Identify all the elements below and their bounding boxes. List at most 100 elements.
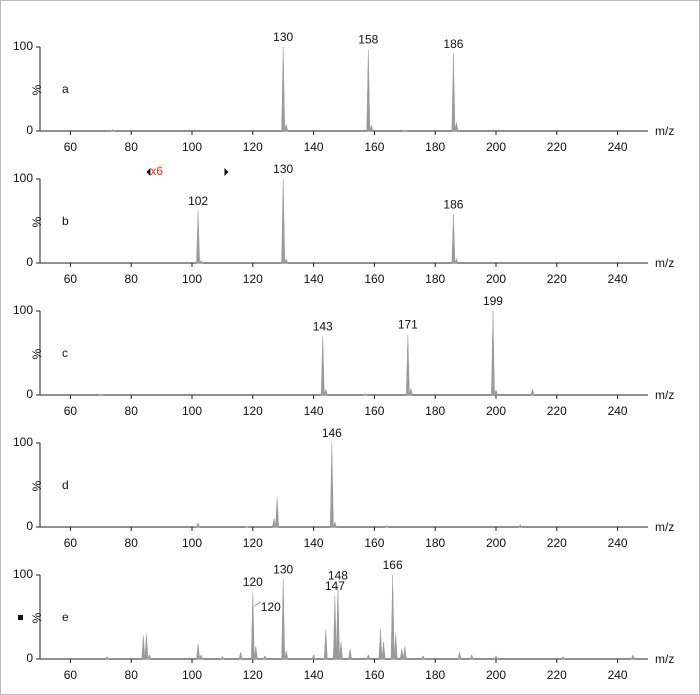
- peak: [451, 214, 456, 264]
- peak: [284, 258, 289, 264]
- x-tick-label: 160: [364, 404, 384, 418]
- peak-label: 130: [273, 162, 293, 176]
- peak: [281, 579, 286, 660]
- x-tick-label: 180: [425, 404, 445, 418]
- peak: [199, 654, 204, 660]
- x-tick-label: 140: [304, 668, 324, 682]
- peak-label: 120: [261, 600, 281, 614]
- x-tick-label: 120: [243, 668, 263, 682]
- x-tick-label: 200: [486, 536, 506, 550]
- peak-label: 166: [383, 558, 403, 572]
- x-tick-label: 80: [125, 668, 139, 682]
- peak: [332, 521, 337, 528]
- x-tick-label: 140: [304, 404, 324, 418]
- peak: [196, 643, 200, 660]
- y-tick-label: 100: [13, 567, 33, 581]
- x-axis-label: m/z: [655, 256, 674, 270]
- x-axis-label: m/z: [655, 124, 674, 138]
- peak: [272, 518, 276, 528]
- y-tick-label: 0: [26, 255, 33, 269]
- peak: [491, 310, 495, 396]
- panel-label: e: [62, 610, 69, 624]
- y-tick-label: 100: [13, 171, 33, 185]
- x-tick-label: 160: [364, 140, 384, 154]
- x-tick-label: 60: [64, 404, 78, 418]
- x-tick-label: 140: [304, 272, 324, 286]
- x-tick-label: 220: [547, 272, 567, 286]
- y-tick-label: 0: [26, 651, 33, 665]
- x-tick-label: 120: [243, 140, 263, 154]
- y-axis-label: %: [30, 348, 44, 359]
- peak: [408, 388, 413, 396]
- peak: [250, 591, 255, 660]
- peak-label: 102: [188, 194, 208, 208]
- peak: [99, 393, 103, 396]
- x-tick-label: 240: [608, 404, 628, 418]
- y-axis-label: %: [30, 216, 44, 227]
- x-tick-label: 100: [182, 140, 202, 154]
- x-tick-label: 220: [547, 536, 567, 550]
- peak: [320, 336, 325, 396]
- x-tick-label: 180: [425, 668, 445, 682]
- y-tick-label: 0: [26, 519, 33, 533]
- peak: [630, 654, 635, 660]
- peak: [378, 629, 383, 660]
- magnify-start: [146, 168, 151, 176]
- peak: [454, 258, 459, 264]
- x-tick-label: 180: [425, 536, 445, 550]
- peak-label: 186: [443, 197, 463, 211]
- peak: [196, 210, 200, 264]
- x-tick-label: 180: [425, 272, 445, 286]
- peak: [494, 655, 498, 660]
- peak: [284, 650, 289, 660]
- y-axis-label: %: [30, 612, 44, 623]
- marker-square: [18, 615, 23, 620]
- peak: [494, 389, 498, 396]
- x-tick-label: 160: [364, 272, 384, 286]
- x-tick-label: 60: [64, 272, 78, 286]
- peak: [393, 633, 398, 660]
- x-tick-label: 100: [182, 536, 202, 550]
- peak: [144, 633, 149, 660]
- peak: [369, 124, 374, 132]
- x-tick-label: 200: [486, 668, 506, 682]
- peak: [329, 442, 334, 528]
- x-tick-label: 140: [304, 536, 324, 550]
- peak-label: 120: [243, 575, 263, 589]
- peak: [238, 652, 243, 660]
- peak: [366, 654, 371, 660]
- peak-label: 158: [358, 33, 378, 47]
- peak: [110, 128, 116, 132]
- x-tick-label: 140: [304, 140, 324, 154]
- y-axis-label: %: [30, 84, 44, 95]
- y-tick-label: 0: [26, 387, 33, 401]
- peak-label: 186: [443, 37, 463, 51]
- peak: [530, 388, 535, 396]
- peak: [275, 497, 279, 528]
- peak: [339, 642, 343, 660]
- y-axis-label: %: [30, 480, 44, 491]
- peak: [281, 178, 286, 264]
- peak: [323, 388, 328, 396]
- x-tick-label: 80: [125, 272, 139, 286]
- peak-label: 143: [313, 319, 333, 333]
- x-tick-label: 180: [425, 140, 445, 154]
- peak: [323, 629, 328, 660]
- peak: [348, 648, 352, 660]
- panel-label: a: [62, 82, 69, 96]
- leader-line: [254, 601, 262, 607]
- x-tick-label: 60: [64, 536, 78, 550]
- x-tick-label: 240: [608, 140, 628, 154]
- peak-label: 199: [483, 294, 503, 308]
- x-tick-label: 80: [125, 140, 139, 154]
- x-axis-label: m/z: [655, 388, 674, 402]
- x-tick-label: 160: [364, 536, 384, 550]
- peak: [381, 642, 386, 660]
- peak: [403, 129, 407, 132]
- peak: [402, 646, 407, 660]
- peak: [311, 654, 316, 660]
- x-tick-label: 80: [125, 536, 139, 550]
- peak: [333, 595, 337, 660]
